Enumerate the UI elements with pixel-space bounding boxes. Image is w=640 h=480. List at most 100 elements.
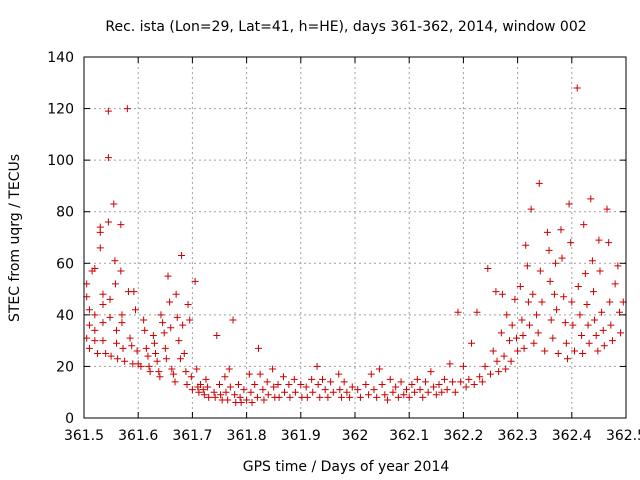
data-point — [405, 393, 413, 401]
data-point — [465, 375, 473, 383]
data-point — [384, 396, 392, 404]
data-point — [519, 331, 527, 339]
data-point — [576, 311, 584, 319]
data-point — [162, 355, 170, 363]
data-point — [179, 321, 187, 329]
data-point — [563, 355, 571, 363]
data-point — [85, 344, 93, 352]
data-point — [440, 375, 448, 383]
data-point — [236, 393, 244, 401]
data-point — [145, 362, 153, 370]
data-point — [160, 329, 168, 337]
data-point — [104, 218, 112, 226]
data-point — [224, 396, 232, 404]
x-tick-label: 362.1 — [389, 428, 429, 444]
data-point — [580, 221, 588, 229]
data-point — [375, 365, 383, 373]
data-point — [484, 264, 492, 272]
data-point — [343, 388, 351, 396]
data-point — [581, 270, 589, 278]
data-point — [511, 295, 519, 303]
data-point — [210, 388, 218, 396]
data-point — [172, 290, 180, 298]
y-tick-label: 100 — [47, 153, 74, 169]
data-point — [487, 370, 494, 378]
data-point — [508, 321, 516, 329]
data-point — [169, 370, 177, 378]
data-point — [443, 386, 451, 394]
data-point — [365, 391, 373, 399]
data-point — [543, 228, 551, 236]
x-tick-label: 361.9 — [281, 428, 321, 444]
data-point — [574, 282, 582, 290]
data-point — [202, 375, 210, 383]
data-point — [314, 380, 322, 388]
data-point — [615, 308, 623, 316]
data-point — [468, 339, 476, 347]
data-point — [498, 290, 506, 298]
data-point — [269, 365, 277, 373]
data-point — [318, 375, 326, 383]
data-point — [584, 321, 592, 329]
data-point — [562, 339, 570, 347]
data-point — [149, 331, 157, 339]
data-point — [598, 308, 606, 316]
x-tick-label: 362 — [342, 428, 369, 444]
data-point — [291, 388, 299, 396]
data-point — [104, 154, 112, 162]
data-point — [229, 316, 237, 324]
data-point — [547, 316, 555, 324]
data-point — [197, 380, 205, 388]
data-point — [110, 200, 118, 208]
data-point — [549, 334, 557, 342]
data-point — [243, 396, 251, 404]
data-point — [186, 316, 194, 324]
data-point — [413, 375, 421, 383]
data-point — [591, 316, 599, 324]
data-point — [123, 105, 131, 113]
data-point — [558, 254, 566, 262]
data-point — [449, 378, 457, 386]
data-point — [187, 373, 195, 381]
data-point — [237, 399, 245, 407]
data-point — [309, 388, 317, 396]
data-point — [117, 267, 125, 275]
data-point — [495, 368, 503, 376]
data-point — [607, 321, 615, 329]
y-tick-label: 60 — [56, 256, 74, 272]
data-point — [222, 388, 230, 396]
data-point — [599, 326, 607, 334]
data-point — [91, 326, 99, 334]
data-point — [150, 339, 158, 347]
data-point — [114, 355, 122, 363]
data-point — [302, 383, 310, 391]
data-point — [579, 350, 587, 358]
data-point — [585, 339, 593, 347]
data-point — [419, 393, 427, 401]
data-point — [605, 239, 613, 247]
data-point — [297, 380, 305, 388]
data-point — [578, 331, 586, 339]
data-point — [370, 386, 378, 394]
data-point — [184, 301, 192, 309]
x-tick-label: 362.4 — [552, 428, 592, 444]
data-point — [594, 347, 602, 355]
data-point — [167, 324, 175, 332]
y-tick-label: 80 — [56, 205, 74, 221]
data-point — [411, 388, 419, 396]
data-point — [247, 388, 255, 396]
data-point — [264, 391, 272, 399]
data-point — [470, 380, 478, 388]
data-point — [234, 380, 242, 388]
x-tick-label: 361.7 — [172, 428, 212, 444]
data-point — [274, 380, 282, 388]
data-point — [99, 337, 107, 345]
data-point — [541, 347, 549, 355]
x-axis-label: GPS time / Days of year 2014 — [243, 459, 450, 475]
data-point — [161, 344, 169, 352]
data-point — [500, 352, 508, 360]
data-point — [153, 357, 161, 365]
tick-labels: 361.5 361.6 361.7 361.8 361.9 362 362.1 362.2 36… — [47, 50, 640, 444]
data-point — [476, 373, 484, 381]
